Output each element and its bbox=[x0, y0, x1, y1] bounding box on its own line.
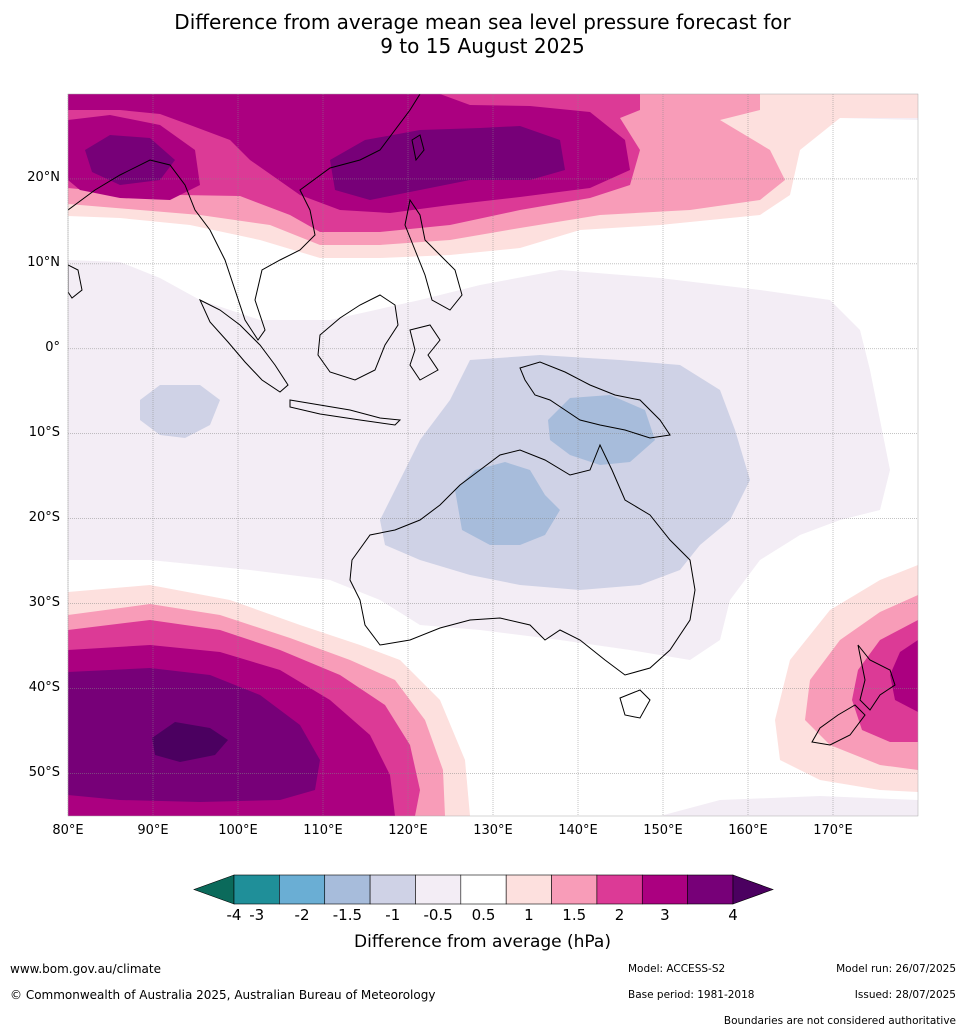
sulawesi-coastline bbox=[409, 324, 441, 381]
colorbar-tick-9: 2 bbox=[614, 906, 625, 924]
longitude-label-4: 120°E bbox=[388, 823, 428, 838]
colorbar-tick-8: 1.5 bbox=[562, 906, 587, 924]
footer-base-period: Base period: 1981-2018 bbox=[628, 989, 755, 1001]
anomaly-pos-high-southeast bbox=[890, 640, 918, 712]
colorbar-swatch-1 bbox=[279, 874, 326, 905]
java-coastline bbox=[289, 399, 402, 426]
latitude-label-7: 50°S bbox=[28, 764, 60, 780]
sri-lanka-coastline bbox=[68, 264, 83, 299]
colorbar-under-arrow bbox=[193, 874, 235, 905]
latitude-label-1: 10°N bbox=[27, 254, 60, 270]
anomaly-pos-medium-southeast bbox=[852, 620, 918, 742]
longitude-label-6: 140°E bbox=[558, 823, 598, 838]
colorbar-swatch-6 bbox=[505, 874, 552, 905]
colorbar-tick-0: -4 bbox=[226, 906, 242, 924]
sumatra-coastline bbox=[198, 298, 289, 393]
new-zealand-north-coastline bbox=[857, 644, 896, 711]
colorbar-swatch-9 bbox=[641, 874, 688, 905]
longitude-label-2: 100°E bbox=[218, 823, 258, 838]
anomaly-pos-max-north-west bbox=[85, 135, 175, 185]
tasmania-coastline bbox=[619, 689, 651, 719]
latitude-label-5: 30°S bbox=[28, 594, 60, 610]
colorbar-tick-1: -3 bbox=[249, 906, 265, 924]
map-border bbox=[67, 93, 919, 817]
new-guinea-coastline bbox=[519, 361, 671, 439]
longitude-label-9: 170°E bbox=[813, 823, 853, 838]
colorbar-swatch-5 bbox=[460, 874, 507, 905]
anomaly-neg-strong-new-guinea bbox=[548, 395, 655, 465]
colorbar-tick-4: -1 bbox=[385, 906, 401, 924]
longitude-label-8: 160°E bbox=[728, 823, 768, 838]
colorbar-tick-7: 1 bbox=[524, 906, 534, 924]
footer-model: Model: ACCESS-S2 bbox=[628, 963, 726, 975]
colorbar-tick-5: -0.5 bbox=[423, 906, 453, 924]
asia-coastline bbox=[68, 94, 421, 341]
colorbar-over-arrow bbox=[732, 874, 774, 905]
anomaly-neg-weak-south bbox=[660, 796, 918, 816]
title-line-2: 9 to 15 August 2025 bbox=[380, 34, 585, 58]
anomaly-pos-peak-southwest bbox=[152, 722, 228, 762]
anomaly-pos-max-north-east bbox=[330, 126, 565, 200]
title-line-1: Difference from average mean sea level p… bbox=[174, 10, 791, 34]
longitude-label-0: 80°E bbox=[52, 823, 84, 838]
anomaly-neg-strong-nw-australia bbox=[455, 462, 560, 545]
latitude-label-4: 20°S bbox=[28, 509, 60, 525]
colorbar-swatch-2 bbox=[324, 874, 371, 905]
taiwan-coastline bbox=[411, 134, 425, 162]
colorbar-swatch-3 bbox=[369, 874, 416, 905]
colorbar-swatch-4 bbox=[415, 874, 462, 905]
philippines-coastline bbox=[404, 198, 463, 311]
longitude-label-1: 90°E bbox=[137, 823, 169, 838]
colorbar-swatch-0 bbox=[233, 874, 280, 905]
new-zealand-south-coastline bbox=[811, 704, 866, 746]
colorbar-swatch-7 bbox=[551, 874, 598, 905]
longitude-label-7: 150°E bbox=[643, 823, 683, 838]
latitude-label-3: 10°S bbox=[28, 424, 60, 440]
latitude-label-6: 40°S bbox=[28, 679, 60, 695]
latitude-label-0: 20°N bbox=[27, 169, 60, 185]
australia-coastline bbox=[349, 443, 696, 676]
footer-copyright: © Commonwealth of Australia 2025, Austra… bbox=[10, 988, 436, 1002]
colorbar-tick-10: 3 bbox=[660, 906, 670, 924]
map-title: Difference from average mean sea level p… bbox=[0, 10, 965, 58]
longitude-label-5: 130°E bbox=[473, 823, 513, 838]
footer-boundaries: Boundaries are not considered authoritat… bbox=[723, 1015, 956, 1027]
colorbar-swatch-10 bbox=[687, 874, 734, 905]
borneo-coastline bbox=[317, 294, 399, 381]
colorbar bbox=[193, 874, 774, 905]
longitude-label-3: 110°E bbox=[303, 823, 343, 838]
colorbar-label: Difference from average (hPa) bbox=[354, 932, 611, 952]
footer-website: www.bom.gov.au/climate bbox=[10, 962, 161, 976]
colorbar-tick-3: -1.5 bbox=[332, 906, 363, 924]
colorbar-tick-11: 4 bbox=[728, 906, 738, 924]
coastlines bbox=[68, 94, 896, 746]
latitude-label-2: 0° bbox=[45, 339, 60, 355]
colorbar-swatch-8 bbox=[596, 874, 643, 905]
colorbar-tick-2: -2 bbox=[294, 906, 310, 924]
footer-issued: Issued: 28/07/2025 bbox=[854, 989, 956, 1001]
footer-model-run: Model run: 26/07/2025 bbox=[836, 963, 956, 975]
colorbar-tick-6: 0.5 bbox=[471, 906, 496, 924]
anomaly-neg-moderate-west bbox=[140, 385, 220, 438]
